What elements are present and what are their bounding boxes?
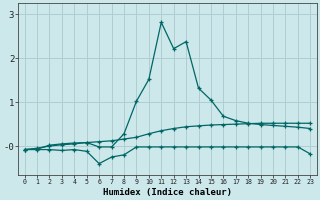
X-axis label: Humidex (Indice chaleur): Humidex (Indice chaleur) — [103, 188, 232, 197]
